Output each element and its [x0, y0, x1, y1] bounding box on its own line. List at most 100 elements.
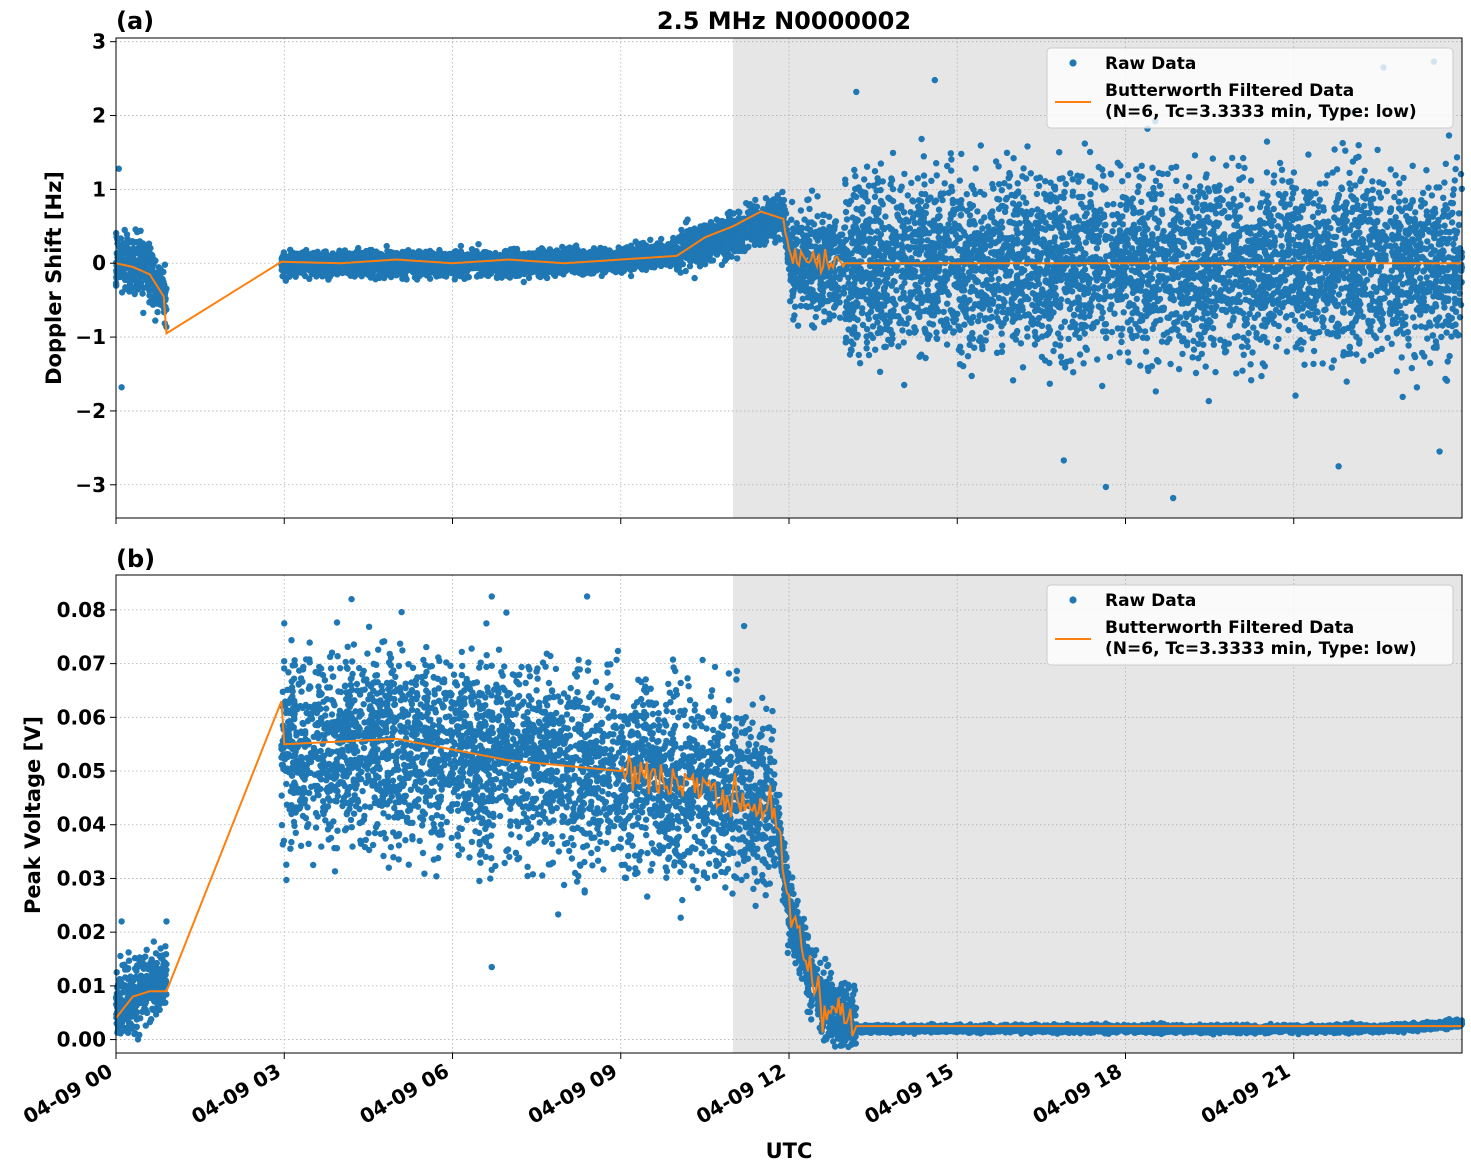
raw-data-point [1024, 143, 1031, 150]
raw-data-point [826, 291, 833, 298]
raw-data-point [690, 252, 698, 259]
raw-data-point [555, 249, 562, 256]
raw-data-point [794, 322, 802, 329]
raw-data-point [129, 283, 136, 291]
raw-data-point [1322, 180, 1329, 187]
raw-data-point [520, 278, 527, 286]
raw-data-point [399, 269, 407, 276]
raw-data-point [391, 262, 398, 269]
raw-data-point [124, 275, 132, 283]
raw-data-point [473, 273, 481, 280]
raw-data-point [836, 314, 844, 321]
raw-data-point [813, 305, 820, 312]
raw-data-point [724, 218, 732, 225]
raw-data-point [480, 248, 488, 256]
raw-data-point [336, 253, 344, 261]
raw-data-point [122, 256, 130, 263]
raw-data-point [630, 265, 638, 272]
raw-data-point [330, 253, 337, 260]
raw-data-point [679, 232, 686, 240]
raw-data-point [707, 257, 714, 264]
raw-data-point [608, 249, 615, 256]
raw-data-point [826, 213, 833, 220]
raw-data-point [414, 261, 422, 268]
raw-data-point [808, 187, 816, 194]
raw-data-point [546, 254, 553, 261]
raw-data-point [815, 230, 823, 238]
raw-data-point [1263, 169, 1271, 176]
raw-data-point [812, 243, 819, 250]
raw-data-point [791, 303, 799, 310]
raw-data-point [807, 275, 814, 282]
raw-data-point [578, 264, 585, 271]
raw-data-point [563, 245, 571, 252]
raw-data-point [131, 290, 138, 298]
raw-data-point [801, 235, 808, 243]
raw-data-point [1117, 201, 1124, 209]
raw-data-point [392, 252, 399, 260]
raw-data-point [145, 262, 152, 270]
raw-data-point [944, 300, 951, 307]
raw-data-point [159, 282, 167, 290]
raw-data-point [404, 251, 411, 259]
raw-data-point [723, 236, 730, 244]
raw-data-point [1426, 359, 1434, 367]
figure-title: 2.5 MHz N0000002 [657, 7, 911, 35]
raw-data-point [1292, 392, 1299, 399]
raw-data-point [318, 263, 325, 271]
raw-data-point [713, 239, 721, 247]
raw-data-point [771, 201, 778, 208]
raw-data-point [130, 245, 137, 252]
raw-data-point [765, 200, 772, 207]
raw-data-point [1392, 214, 1399, 221]
raw-data-point [1120, 309, 1127, 316]
raw-data-point [794, 225, 801, 232]
raw-data-point [156, 269, 163, 277]
raw-data-point [508, 270, 516, 277]
raw-data-point [734, 255, 741, 262]
raw-data-point [797, 302, 804, 310]
raw-data-point [647, 236, 654, 243]
raw-data-point [155, 264, 162, 271]
raw-data-point [143, 283, 150, 291]
raw-data-point [882, 213, 889, 220]
raw-data-point [753, 227, 760, 234]
raw-data-point [493, 267, 500, 274]
raw-data-point [356, 262, 364, 269]
raw-data-point [804, 196, 811, 204]
raw-data-point [812, 313, 819, 321]
raw-data-point [835, 293, 842, 300]
raw-data-point [138, 259, 145, 266]
raw-data-point [719, 247, 726, 254]
raw-data-point [797, 287, 804, 294]
raw-data-point [710, 222, 717, 229]
raw-data-point [691, 274, 698, 282]
raw-data-point [1124, 349, 1132, 356]
raw-data-point [627, 272, 635, 280]
raw-data-point [1209, 155, 1217, 162]
raw-data-point [554, 254, 561, 262]
raw-data-point [806, 288, 813, 295]
raw-data-point [627, 242, 635, 249]
raw-data-point [750, 203, 758, 210]
raw-data-point [363, 247, 370, 255]
raw-data-point [466, 252, 474, 260]
raw-data-point [418, 270, 425, 277]
raw-data-point [797, 207, 805, 214]
raw-data-point [718, 219, 726, 226]
raw-data-point [139, 290, 146, 297]
raw-data-point [579, 271, 586, 278]
raw-data-point [831, 268, 838, 276]
raw-data-point [814, 213, 821, 220]
raw-data-point [718, 261, 726, 269]
raw-data-point [696, 247, 704, 255]
raw-data-point [1223, 162, 1230, 169]
raw-data-point [352, 251, 359, 259]
raw-data-point [977, 142, 984, 149]
raw-data-point [820, 284, 827, 292]
raw-data-point [137, 239, 145, 247]
raw-data-point [573, 242, 580, 249]
raw-data-point [774, 208, 782, 215]
